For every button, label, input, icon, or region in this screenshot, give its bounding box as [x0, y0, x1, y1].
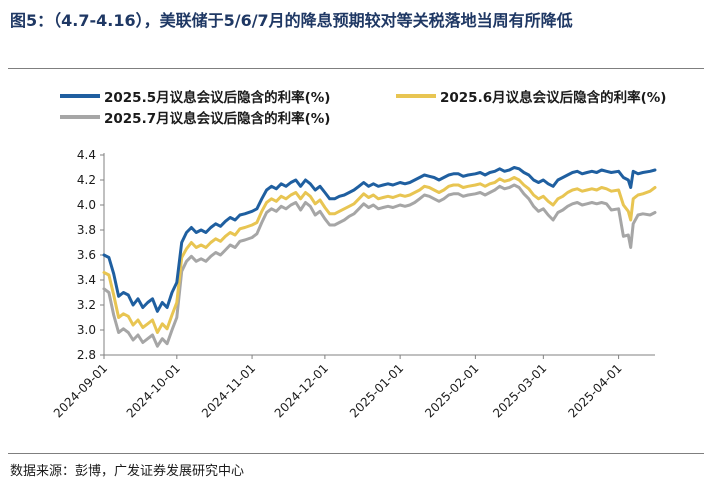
- x-tick-label: 2024-09-01: [51, 361, 110, 420]
- legend-swatch-july: [60, 115, 100, 119]
- top-divider: [8, 68, 704, 69]
- y-tick-label: 4.2: [77, 173, 96, 187]
- bottom-divider: [8, 453, 704, 454]
- x-tick-label: 2024-11-01: [199, 361, 258, 420]
- x-tick-label: 2025-04-01: [565, 361, 624, 420]
- x-tick-label: 2025-01-01: [347, 361, 406, 420]
- figure-title: 图5：（4.7-4.16），美联储于5/6/7月的降息预期较对等关税落地当周有所…: [10, 11, 573, 30]
- source-note: 数据来源：彭博，广发证券发展研究中心: [10, 464, 245, 479]
- legend-label-june: 2025.6月议息会议后隐含的利率(%): [440, 90, 667, 106]
- y-tick-label: 3.0: [77, 323, 96, 337]
- series-line-2: [102, 176, 657, 334]
- x-tick-label: 2025-03-01: [490, 361, 549, 420]
- x-tick-label: 2025-02-01: [422, 361, 481, 420]
- legend-item-june: 2025.6月议息会议后隐含的利率(%): [396, 86, 666, 106]
- legend-swatch-june: [396, 94, 436, 98]
- series-line-3: [102, 183, 657, 348]
- x-tick-label: 2024-10-01: [124, 361, 183, 420]
- x-tick-label: 2024-12-01: [272, 361, 331, 420]
- y-tick-label: 2.8: [77, 348, 96, 362]
- y-tick-label: 3.4: [77, 273, 96, 287]
- y-tick-label: 3.8: [77, 223, 96, 237]
- legend-item-july: 2025.7月议息会议后隐含的利率(%): [60, 107, 330, 127]
- legend-swatch-may: [60, 94, 100, 98]
- series-line-1: [102, 166, 657, 313]
- y-tick-label: 3.2: [77, 298, 96, 312]
- y-tick-label: 4.4: [77, 148, 96, 162]
- y-tick-label: 3.6: [77, 248, 96, 262]
- legend-label-july: 2025.7月议息会议后隐含的利率(%): [104, 111, 331, 127]
- y-tick-label: 4.0: [77, 198, 96, 212]
- legend-label-may: 2025.5月议息会议后隐含的利率(%): [104, 90, 331, 106]
- legend-item-may: 2025.5月议息会议后隐含的利率(%): [60, 86, 330, 106]
